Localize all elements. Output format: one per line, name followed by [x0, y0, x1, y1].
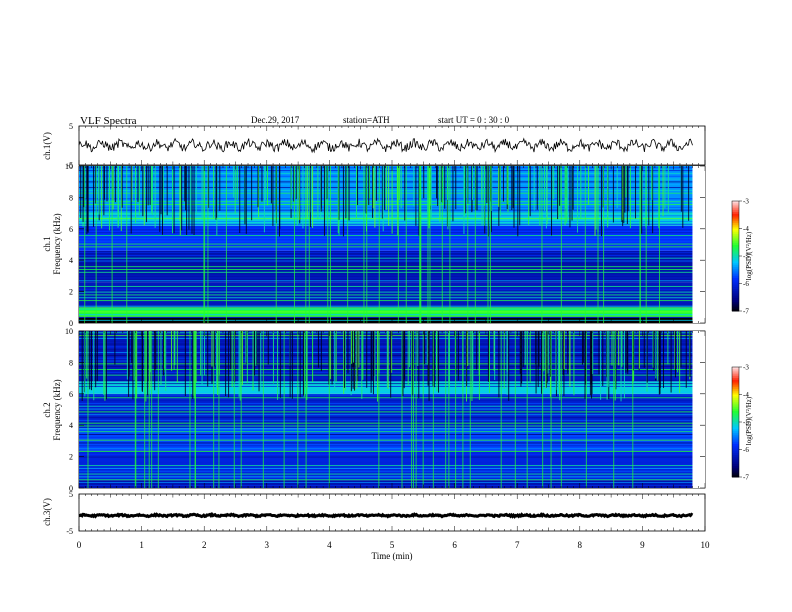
ch1-colorbar-label: log(PSD)(V²/Hz) [745, 231, 753, 280]
x-tick-label-6: 6 [452, 540, 457, 550]
wave3-ytick--5: -5 [66, 527, 73, 536]
x-axis-title: Time (min) [372, 551, 413, 561]
x-tick-label-10: 10 [701, 540, 711, 550]
ch2-ytick-8: 8 [69, 358, 73, 367]
ch1-colorbar-tick--4: -4 [743, 225, 749, 233]
ch1-waveform-ylabel: ch.1(V) [42, 132, 52, 160]
ch2-ytick-10: 10 [65, 327, 73, 336]
ch2-no-data [692, 331, 705, 488]
ch1-colorbar-tick--5: -5 [743, 253, 749, 261]
ch2-band-2 [79, 428, 693, 451]
wave0-ytick-5: 5 [69, 122, 73, 131]
ch1-ytick-8: 8 [69, 193, 73, 202]
wave3-ytick-5: 5 [69, 490, 73, 499]
ch2-ytick-0: 0 [69, 484, 73, 493]
x-tick-label-7: 7 [515, 540, 520, 550]
x-tick-label-5: 5 [390, 540, 395, 550]
ch1-waveform-plot [78, 137, 693, 154]
ch2-colorbar-label: log(PSD)(V²/Hz) [745, 396, 753, 445]
ch2-vertical-streaks [81, 331, 691, 488]
colorbars: -3 -4 -5 -6 -7 -3 -4 -5 -6 -7 [731, 198, 749, 482]
x-tick-label-1: 1 [139, 540, 144, 550]
ch2-horizontal-texture [79, 332, 693, 486]
ch1-colorbar-tick--7: -7 [743, 308, 749, 316]
x-tick-label-3: 3 [265, 540, 270, 550]
ch3-waveform-plot [78, 511, 694, 519]
ch1-ytick-0: 0 [69, 319, 73, 328]
ch2-ytick-6: 6 [69, 390, 73, 399]
ch2-ytick-4: 4 [69, 421, 73, 430]
ch2-spectrogram-plot [79, 331, 705, 488]
ch1-colorbar-tick--3: -3 [743, 198, 749, 206]
ch2-colorbar-tick--7: -7 [743, 474, 749, 482]
ch1-ytick-6: 6 [69, 225, 73, 234]
ch2-colorbar-tick--5: -5 [743, 419, 749, 427]
figure-date: Dec.29, 2017 [251, 115, 300, 125]
ch2-colorbar-tick--3: -3 [743, 364, 749, 372]
ch3-waveform-panel [78, 493, 706, 532]
wave0-ytick--5: -5 [66, 161, 73, 170]
x-tick-label-9: 9 [640, 540, 645, 550]
ch1-colorbar-tick--6: -6 [743, 280, 749, 288]
x-tick-label-0: 0 [77, 540, 82, 550]
figure-station: station=ATH [343, 115, 390, 125]
ch1-ytick-4: 4 [69, 256, 73, 265]
ch2-colorbar-tick--6: -6 [743, 446, 749, 454]
ch3-trace [78, 511, 694, 519]
figure-title: VLF Spectra [80, 115, 137, 127]
ch1-spectrogram-plot [79, 166, 705, 323]
ch1-ytick-10: 10 [65, 162, 73, 171]
ch1-vertical-streaks [80, 166, 690, 323]
ch2-channel-label: ch.2 [42, 402, 52, 417]
ch2-frequency-ylabel: Frequency (kHz) [52, 379, 62, 440]
ch1-channel-label: ch.1 [42, 236, 52, 251]
ch2-band-3 [79, 393, 693, 429]
x-tick-label-2: 2 [202, 540, 207, 550]
ch1-trace [78, 137, 693, 154]
ch2-colorbar-tick--4: -4 [743, 391, 749, 399]
ch1-horizontal-texture [79, 167, 693, 321]
figure-start-time: start UT = 0 : 30 : 0 [438, 115, 510, 125]
ch1-ytick-2: 2 [69, 288, 73, 297]
ch2-band-0 [79, 480, 693, 488]
ch2-ytick-2: 2 [69, 453, 73, 462]
ch1-frequency-ylabel: Frequency (kHz) [52, 213, 62, 274]
x-tick-label-8: 8 [578, 540, 583, 550]
ch3-waveform-ylabel: ch.3(V) [42, 498, 52, 526]
x-tick-label-4: 4 [327, 540, 332, 550]
ch1-no-data [692, 166, 705, 323]
